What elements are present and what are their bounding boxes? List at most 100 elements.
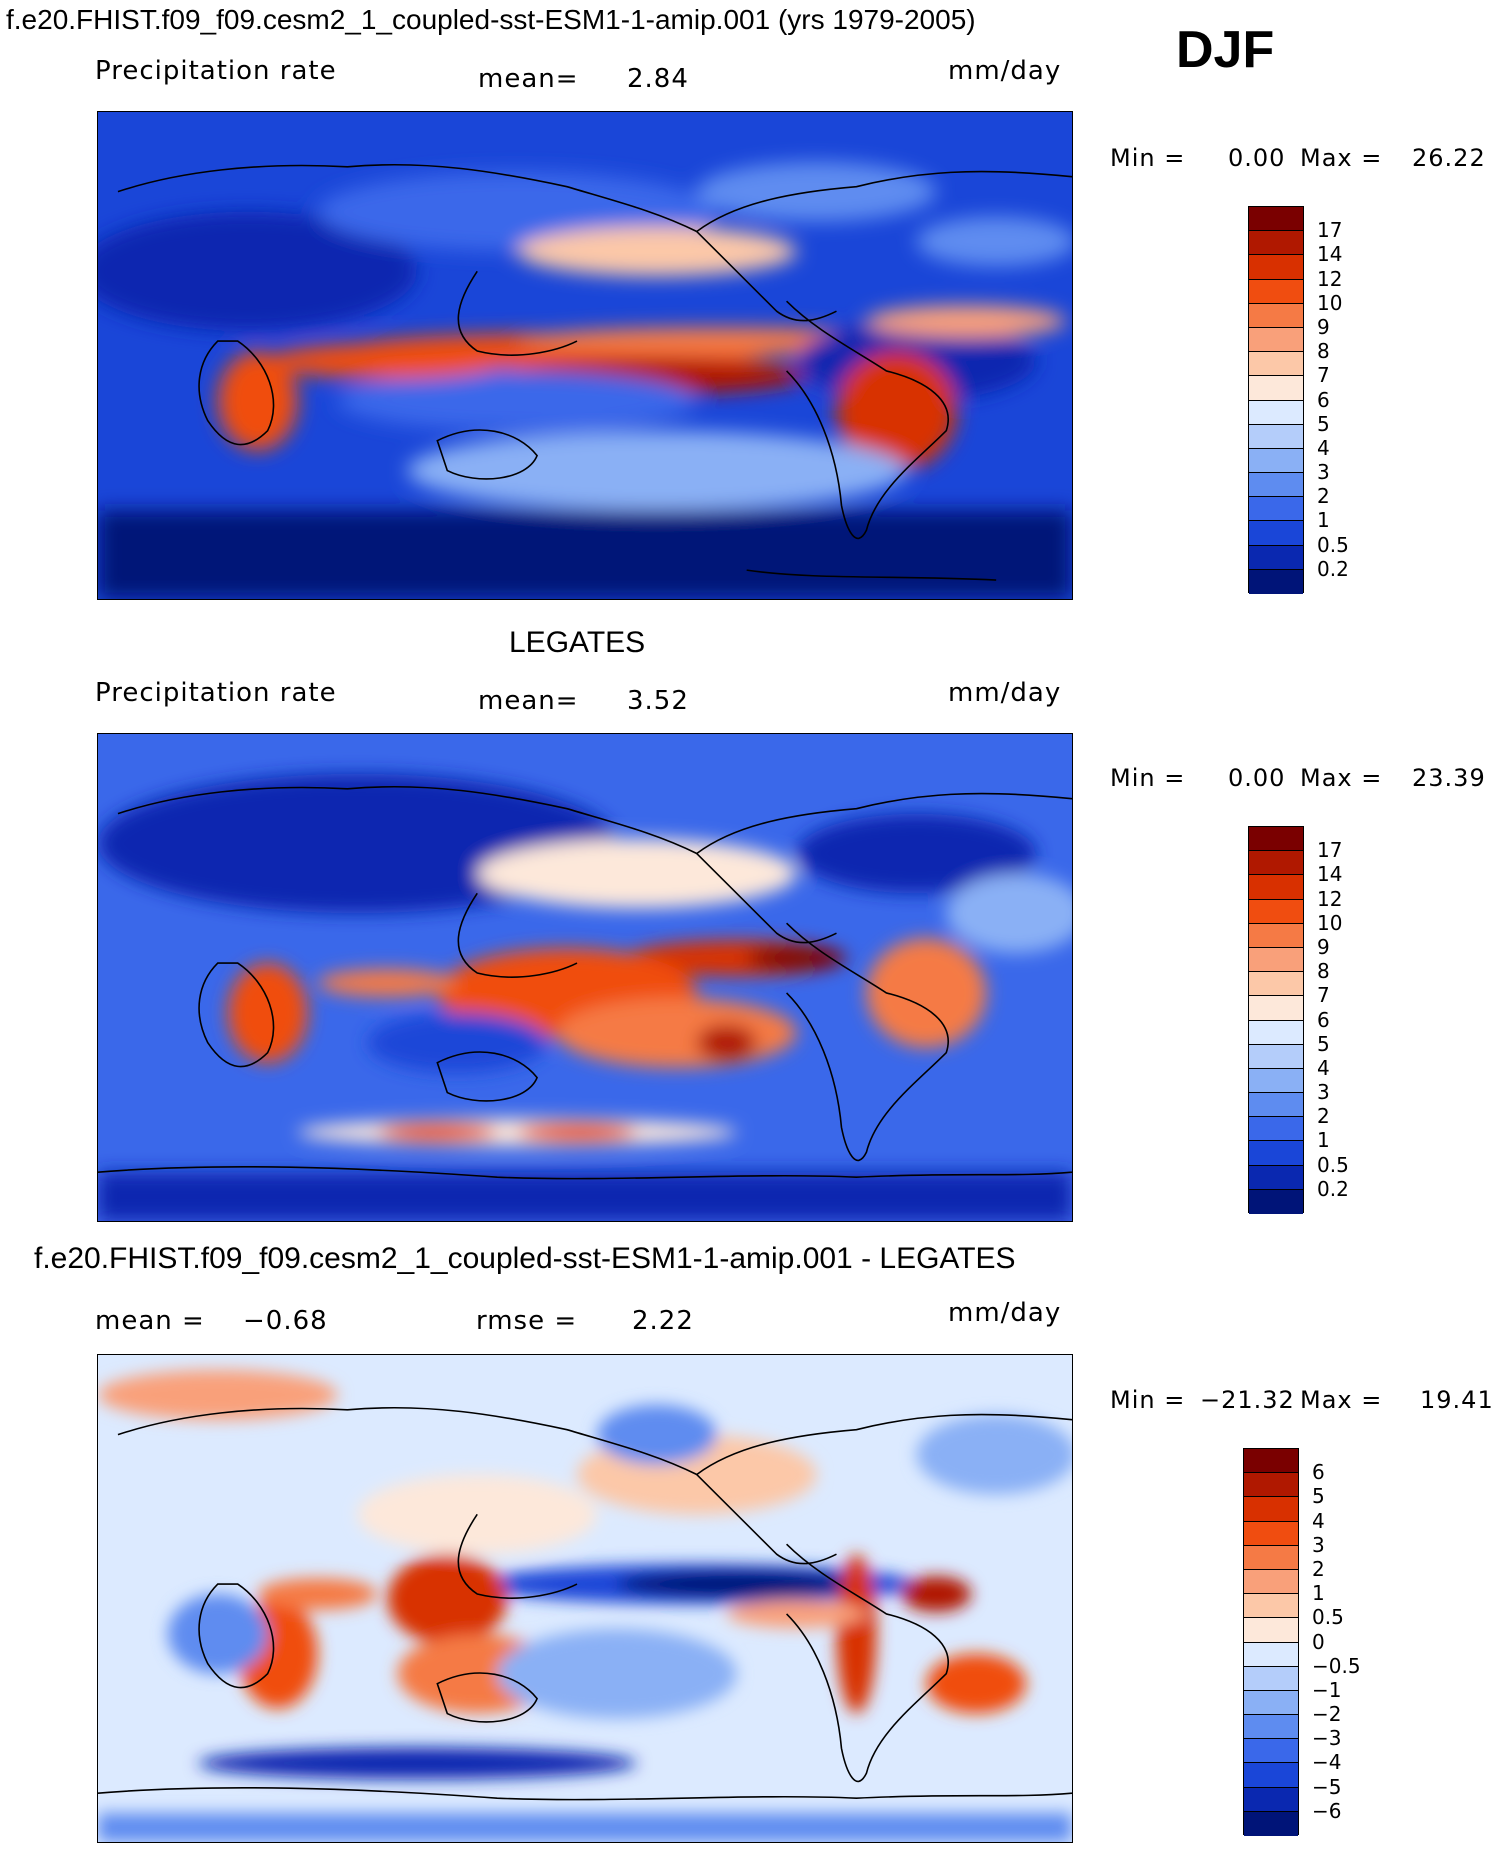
colorbar-swatch	[1249, 569, 1303, 594]
panel3-min-label: Min =	[1110, 1386, 1186, 1414]
colorbar-swatch	[1244, 1545, 1298, 1570]
colorbar-swatch	[1249, 1093, 1303, 1118]
colorbar-swatch	[1249, 851, 1303, 876]
colorbar-swatch	[1249, 424, 1303, 449]
panel2-min-label: Min =	[1110, 764, 1186, 792]
colorbar-swatch	[1244, 1569, 1298, 1595]
colorbar-swatch	[1244, 1521, 1298, 1546]
panel2-max-label: Max =	[1300, 764, 1383, 792]
colorbar-swatch	[1244, 1642, 1298, 1667]
colorbar-swatch	[1249, 400, 1303, 425]
colorbar-swatch	[1244, 1690, 1298, 1716]
colorbar-tick-label: 6	[1317, 1007, 1330, 1032]
colorbar-tick-label: 9	[1317, 314, 1330, 339]
colorbar-swatch	[1249, 497, 1303, 522]
colorbar-tick-label: 5	[1317, 411, 1330, 436]
colorbar-tick-label: 9	[1317, 934, 1330, 959]
colorbar-tick-label: 12	[1317, 266, 1343, 291]
colorbar-swatch	[1249, 899, 1303, 924]
colorbar-swatch	[1244, 1473, 1298, 1498]
panel3-max-value: 19.41	[1420, 1386, 1494, 1414]
colorbar-tick-label: −1	[1312, 1677, 1342, 1702]
colorbar-tick-label: 2	[1317, 484, 1330, 509]
panel1-colorbar	[1248, 206, 1304, 594]
colorbar-tick-label: −5	[1312, 1774, 1342, 1799]
colorbar-tick-label: 14	[1317, 862, 1343, 887]
colorbar-tick-label: 1	[1312, 1581, 1325, 1606]
colorbar-swatch	[1249, 1117, 1303, 1142]
colorbar-swatch	[1249, 473, 1303, 498]
colorbar-swatch	[1249, 996, 1303, 1021]
panel3-mean-label: mean =	[95, 1306, 205, 1336]
panel1-max-label: Max =	[1300, 144, 1383, 172]
colorbar-tick-label: 3	[1317, 460, 1330, 485]
colorbar-swatch	[1249, 376, 1303, 401]
panel1-mean-value: 2.84	[627, 64, 689, 94]
panel3-rmse-value: 2.22	[632, 1306, 694, 1336]
colorbar-tick-label: 5	[1312, 1484, 1325, 1509]
panel3-mean-value: −0.68	[243, 1306, 328, 1336]
colorbar-tick-label: −0.5	[1312, 1653, 1361, 1678]
panel2-map	[97, 733, 1073, 1222]
panel3-rmse-label: rmse =	[476, 1306, 578, 1336]
panel1-variable-label: Precipitation rate	[95, 56, 337, 86]
panel2-title: LEGATES	[509, 626, 646, 659]
panel1-mean-label: mean=	[478, 64, 579, 94]
colorbar-tick-label: 7	[1317, 983, 1330, 1008]
panel3-max-label: Max =	[1300, 1386, 1383, 1414]
colorbar-tick-label: 0.5	[1317, 532, 1349, 557]
panel3-min-value: −21.32	[1200, 1386, 1295, 1414]
colorbar-tick-label: 0.2	[1317, 1176, 1349, 1201]
panel3-units: mm/day	[948, 1298, 1062, 1328]
colorbar-swatch	[1244, 1811, 1298, 1836]
panel3-colorbar	[1243, 1448, 1299, 1836]
colorbar-tick-label: 4	[1317, 1055, 1330, 1080]
figure-title: f.e20.FHIST.f09_f09.cesm2_1_coupled-sst-…	[6, 4, 976, 35]
panel2-max-value: 23.39	[1412, 764, 1486, 792]
colorbar-swatch	[1249, 521, 1303, 546]
panel2-variable-label: Precipitation rate	[95, 678, 337, 708]
panel1-min-value: 0.00	[1228, 144, 1286, 172]
panel2-min-value: 0.00	[1228, 764, 1286, 792]
panel1-map	[97, 111, 1073, 600]
colorbar-tick-label: 1	[1317, 1128, 1330, 1153]
colorbar-tick-label: −2	[1312, 1702, 1342, 1727]
colorbar-tick-label: 2	[1317, 1104, 1330, 1129]
colorbar-tick-label: 17	[1317, 838, 1343, 863]
colorbar-swatch	[1244, 1787, 1298, 1812]
colorbar-swatch	[1249, 947, 1303, 973]
colorbar-swatch	[1249, 231, 1303, 256]
colorbar-swatch	[1249, 827, 1303, 852]
colorbar-swatch	[1249, 875, 1303, 900]
colorbar-swatch	[1244, 1739, 1298, 1764]
colorbar-tick-label: 4	[1312, 1508, 1325, 1533]
colorbar-swatch	[1244, 1715, 1298, 1740]
panel2-units: mm/day	[948, 678, 1062, 708]
colorbar-tick-label: −6	[1312, 1798, 1342, 1823]
colorbar-swatch	[1249, 1020, 1303, 1045]
panel1-min-label: Min =	[1110, 144, 1186, 172]
colorbar-swatch	[1249, 545, 1303, 570]
colorbar-swatch	[1249, 448, 1303, 474]
colorbar-tick-label: 8	[1317, 339, 1330, 364]
colorbar-swatch	[1244, 1594, 1298, 1619]
colorbar-swatch	[1249, 255, 1303, 280]
colorbar-tick-label: 6	[1312, 1460, 1325, 1485]
colorbar-tick-label: 0.2	[1317, 556, 1349, 581]
colorbar-swatch	[1244, 1497, 1298, 1522]
colorbar-tick-label: 3	[1312, 1532, 1325, 1557]
colorbar-tick-label: 1	[1317, 508, 1330, 533]
colorbar-swatch	[1244, 1618, 1298, 1643]
panel1-units: mm/day	[948, 56, 1062, 86]
colorbar-swatch	[1249, 327, 1303, 353]
colorbar-swatch	[1244, 1763, 1298, 1788]
panel1-max-value: 26.22	[1412, 144, 1486, 172]
colorbar-swatch	[1249, 1068, 1303, 1094]
colorbar-swatch	[1244, 1666, 1298, 1691]
colorbar-tick-label: 8	[1317, 959, 1330, 984]
colorbar-tick-label: 7	[1317, 363, 1330, 388]
colorbar-tick-label: 0	[1312, 1629, 1325, 1654]
colorbar-tick-label: 10	[1317, 910, 1343, 935]
colorbar-tick-label: 12	[1317, 886, 1343, 911]
colorbar-tick-label: 17	[1317, 218, 1343, 243]
